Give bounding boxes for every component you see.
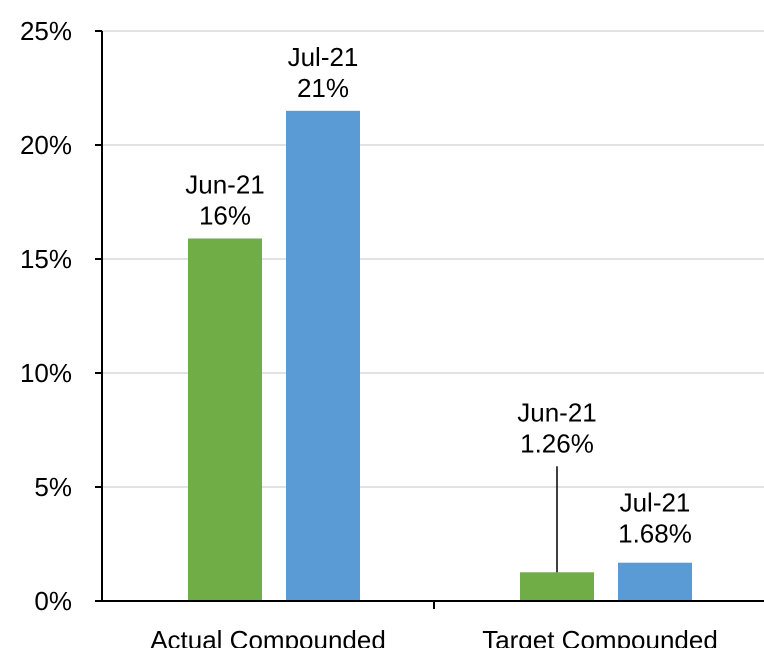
- data-label-period: Jul-21: [288, 42, 359, 72]
- y-tick-label: 25%: [20, 16, 72, 46]
- axes: [95, 30, 764, 609]
- x-tick-labels: Actual Compounded Target Compounded: [150, 625, 718, 648]
- y-tick-label: 10%: [20, 358, 72, 388]
- y-tick-labels: 0% 5% 10% 15% 20% 25%: [20, 16, 72, 616]
- data-label-value: 1.26%: [520, 428, 594, 458]
- data-label-value: 1.68%: [618, 519, 692, 549]
- y-tick-label: 5%: [34, 472, 72, 502]
- y-tick-label: 15%: [20, 244, 72, 274]
- data-label-value: 21%: [297, 73, 349, 103]
- category-label: Actual Compounded: [150, 625, 386, 648]
- bars: [188, 110, 692, 602]
- y-tick-label: 0%: [34, 586, 72, 616]
- y-tick-label: 20%: [20, 130, 72, 160]
- data-label-value: 16%: [199, 200, 251, 230]
- bar: [618, 562, 692, 601]
- bar: [520, 572, 594, 601]
- bar: [188, 238, 262, 602]
- data-label-period: Jul-21: [620, 488, 691, 518]
- bar: [286, 110, 360, 602]
- data-label-period: Jun-21: [517, 397, 597, 427]
- category-label: Target Compounded: [482, 625, 718, 648]
- data-label-period: Jun-21: [185, 169, 265, 199]
